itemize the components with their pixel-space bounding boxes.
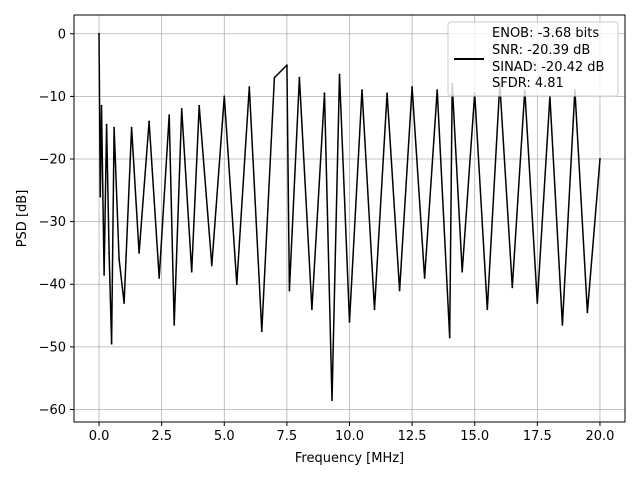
psd-point <box>190 270 193 273</box>
psd-point <box>423 277 426 279</box>
psd-point <box>235 283 238 286</box>
psd-point <box>373 308 376 311</box>
x-axis-label: Frequency [MHz] <box>295 451 404 466</box>
psd-point <box>386 92 388 95</box>
psd-point <box>105 123 108 126</box>
psd-point <box>168 114 171 117</box>
psd-point <box>361 89 363 91</box>
psd-point <box>561 324 564 326</box>
x-tick-label: 10.0 <box>335 429 364 444</box>
x-tick-label: 0.0 <box>89 429 110 444</box>
psd-point <box>586 311 589 314</box>
legend-box <box>447 21 619 97</box>
psd-point <box>448 336 451 339</box>
psd-point <box>108 252 110 254</box>
psd-point <box>198 104 201 107</box>
y-tick-label: −50 <box>39 340 66 355</box>
psd-point <box>461 270 464 273</box>
psd-point <box>536 302 539 304</box>
psd-point <box>348 320 351 323</box>
psd-point <box>138 252 141 254</box>
y-tick-label: −60 <box>39 403 66 418</box>
psd-point <box>103 274 105 276</box>
legend-sfdr: SFDR: 4.81 <box>492 76 564 91</box>
psd-point <box>180 108 183 110</box>
x-tick-label: 12.5 <box>398 429 427 444</box>
psd-point <box>113 126 115 129</box>
psd-point <box>123 302 125 304</box>
psd-point <box>158 277 161 279</box>
psd-point <box>288 289 291 292</box>
psd-point <box>323 92 326 95</box>
psd-point <box>110 342 113 345</box>
psd-point <box>130 126 133 129</box>
x-tick-label: 15.0 <box>460 429 489 444</box>
psd-point <box>311 308 313 311</box>
psd-point <box>118 258 120 261</box>
x-tick-label: 5.0 <box>214 429 235 444</box>
psd-point <box>223 95 226 98</box>
y-tick-label: 0 <box>58 27 66 42</box>
x-tick-label: 2.5 <box>151 429 172 444</box>
x-tick-label: 20.0 <box>585 429 614 444</box>
y-axis-label: PSD [dB] <box>15 190 30 248</box>
psd-point <box>248 86 251 88</box>
psd-point <box>331 399 333 401</box>
psd-point <box>210 264 213 267</box>
psd-point <box>260 330 263 333</box>
ticks: 0.0 2.5 5.0 7.5 10.0 12.5 15.0 17.5 20.0 0 −10 −20 −… <box>39 27 615 444</box>
psd-point <box>173 324 176 326</box>
legend: ENOB: -3.68 bits SNR: -20.39 dB SINAD: -… <box>447 21 619 97</box>
psd-point <box>98 32 100 35</box>
y-tick-label: −30 <box>39 215 66 230</box>
psd-point <box>273 76 276 79</box>
legend-enob: ENOB: -3.68 bits <box>492 26 599 41</box>
psd-point <box>599 158 601 160</box>
legend-sinad: SINAD: -20.42 dB <box>492 60 604 75</box>
y-tick-label: −10 <box>39 90 66 105</box>
psd-point <box>398 289 401 292</box>
x-tick-label: 7.5 <box>277 429 298 444</box>
psd-point <box>148 120 151 123</box>
psd-point <box>436 89 439 91</box>
legend-snr: SNR: -20.39 dB <box>492 43 590 58</box>
x-tick-label: 17.5 <box>523 429 552 444</box>
psd-point <box>100 104 103 107</box>
psd-point <box>338 73 341 76</box>
psd-point <box>486 308 489 311</box>
y-tick-label: −40 <box>39 278 66 293</box>
psd-point <box>511 286 514 289</box>
psd-point <box>99 195 102 198</box>
psd-point <box>298 76 301 79</box>
psd-point <box>411 86 413 88</box>
y-tick-label: −20 <box>39 153 66 168</box>
psd-series-line <box>98 33 601 401</box>
psd-point <box>286 64 288 66</box>
